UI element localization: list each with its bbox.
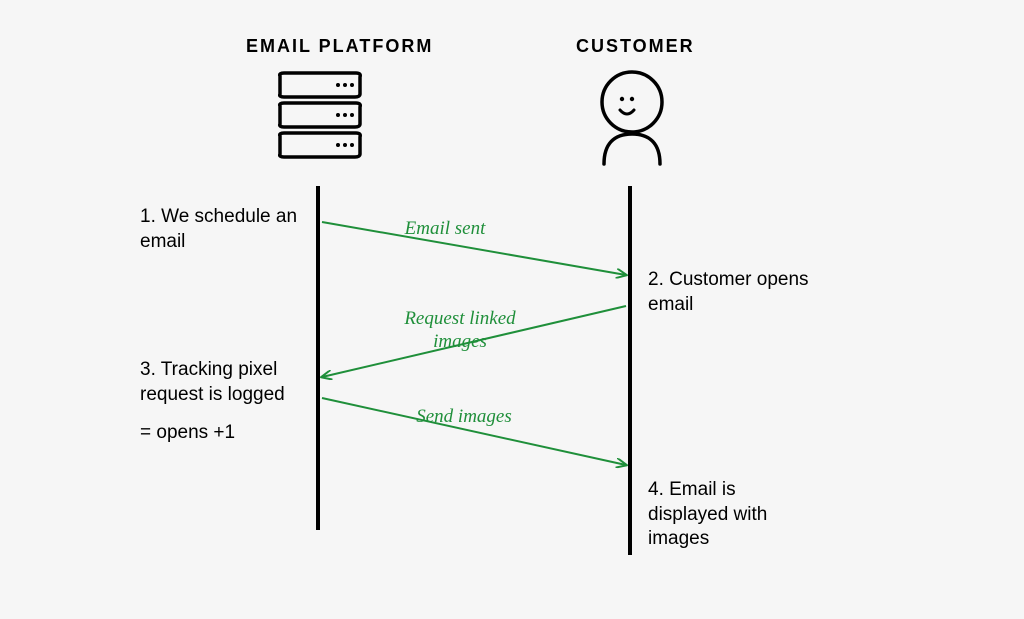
step-1-text: 1. We schedule an email bbox=[140, 206, 297, 252]
arrow-send-images bbox=[322, 398, 626, 465]
diagram-svg: Email sent Request linked images Send im… bbox=[0, 0, 1024, 619]
arrow-label-email-sent: Email sent bbox=[404, 218, 486, 239]
step-4-text: 4. Email is displayed with images bbox=[648, 479, 767, 549]
arrow-request-images bbox=[322, 306, 626, 377]
step-2-text: 2. Customer opens email bbox=[648, 269, 809, 315]
step-4: 4. Email is displayed with images bbox=[648, 478, 818, 552]
arrow-label-request-images-l2: images bbox=[433, 331, 487, 352]
arrow-email-sent bbox=[322, 222, 626, 275]
lane-title-email-platform: EMAIL PLATFORM bbox=[246, 36, 433, 57]
step-3-text: 3. Tracking pixel request is logged bbox=[140, 359, 285, 405]
step-1: 1. We schedule an email bbox=[140, 205, 310, 254]
step-2: 2. Customer opens email bbox=[648, 268, 818, 317]
arrow-label-send-images: Send images bbox=[416, 406, 512, 427]
person-face-icon bbox=[602, 72, 662, 164]
step-3-extra: = opens +1 bbox=[140, 421, 310, 446]
arrow-label-request-images-l1: Request linked bbox=[403, 308, 516, 329]
lane-title-customer: CUSTOMER bbox=[576, 36, 695, 57]
diagram-canvas: { "type": "sequence-diagram", "backgroun… bbox=[0, 0, 1024, 619]
step-3: 3. Tracking pixel request is logged = op… bbox=[140, 358, 310, 446]
server-stack-icon bbox=[280, 73, 361, 157]
